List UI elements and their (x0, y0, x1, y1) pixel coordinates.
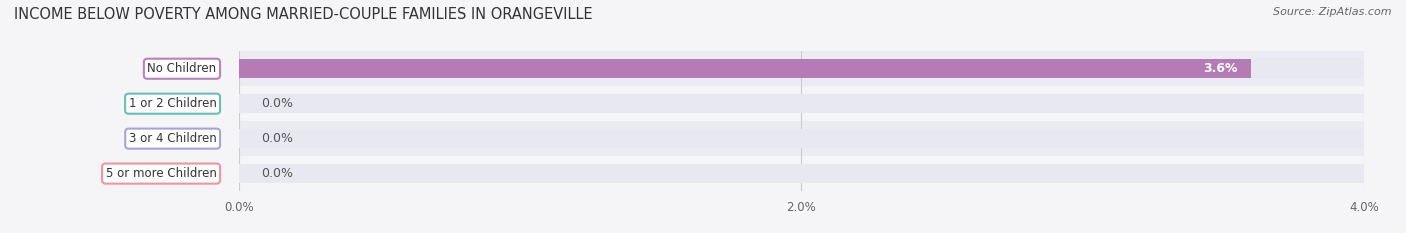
Text: No Children: No Children (148, 62, 217, 75)
Text: 3 or 4 Children: 3 or 4 Children (129, 132, 217, 145)
Bar (239, 129, 1364, 148)
Text: 3.6%: 3.6% (1202, 62, 1237, 75)
Bar (239, 59, 1364, 78)
Text: 0.0%: 0.0% (262, 167, 294, 180)
Bar (239, 86, 1364, 121)
Text: 0.0%: 0.0% (262, 132, 294, 145)
Bar (239, 121, 1364, 156)
Bar (239, 51, 1364, 86)
Text: 1 or 2 Children: 1 or 2 Children (129, 97, 217, 110)
Bar (239, 94, 1364, 113)
Text: 0.0%: 0.0% (262, 97, 294, 110)
Text: INCOME BELOW POVERTY AMONG MARRIED-COUPLE FAMILIES IN ORANGEVILLE: INCOME BELOW POVERTY AMONG MARRIED-COUPL… (14, 7, 593, 22)
Bar (239, 164, 1364, 183)
Bar (239, 59, 1251, 78)
Text: 5 or more Children: 5 or more Children (105, 167, 217, 180)
Bar (239, 156, 1364, 191)
Text: Source: ZipAtlas.com: Source: ZipAtlas.com (1274, 7, 1392, 17)
